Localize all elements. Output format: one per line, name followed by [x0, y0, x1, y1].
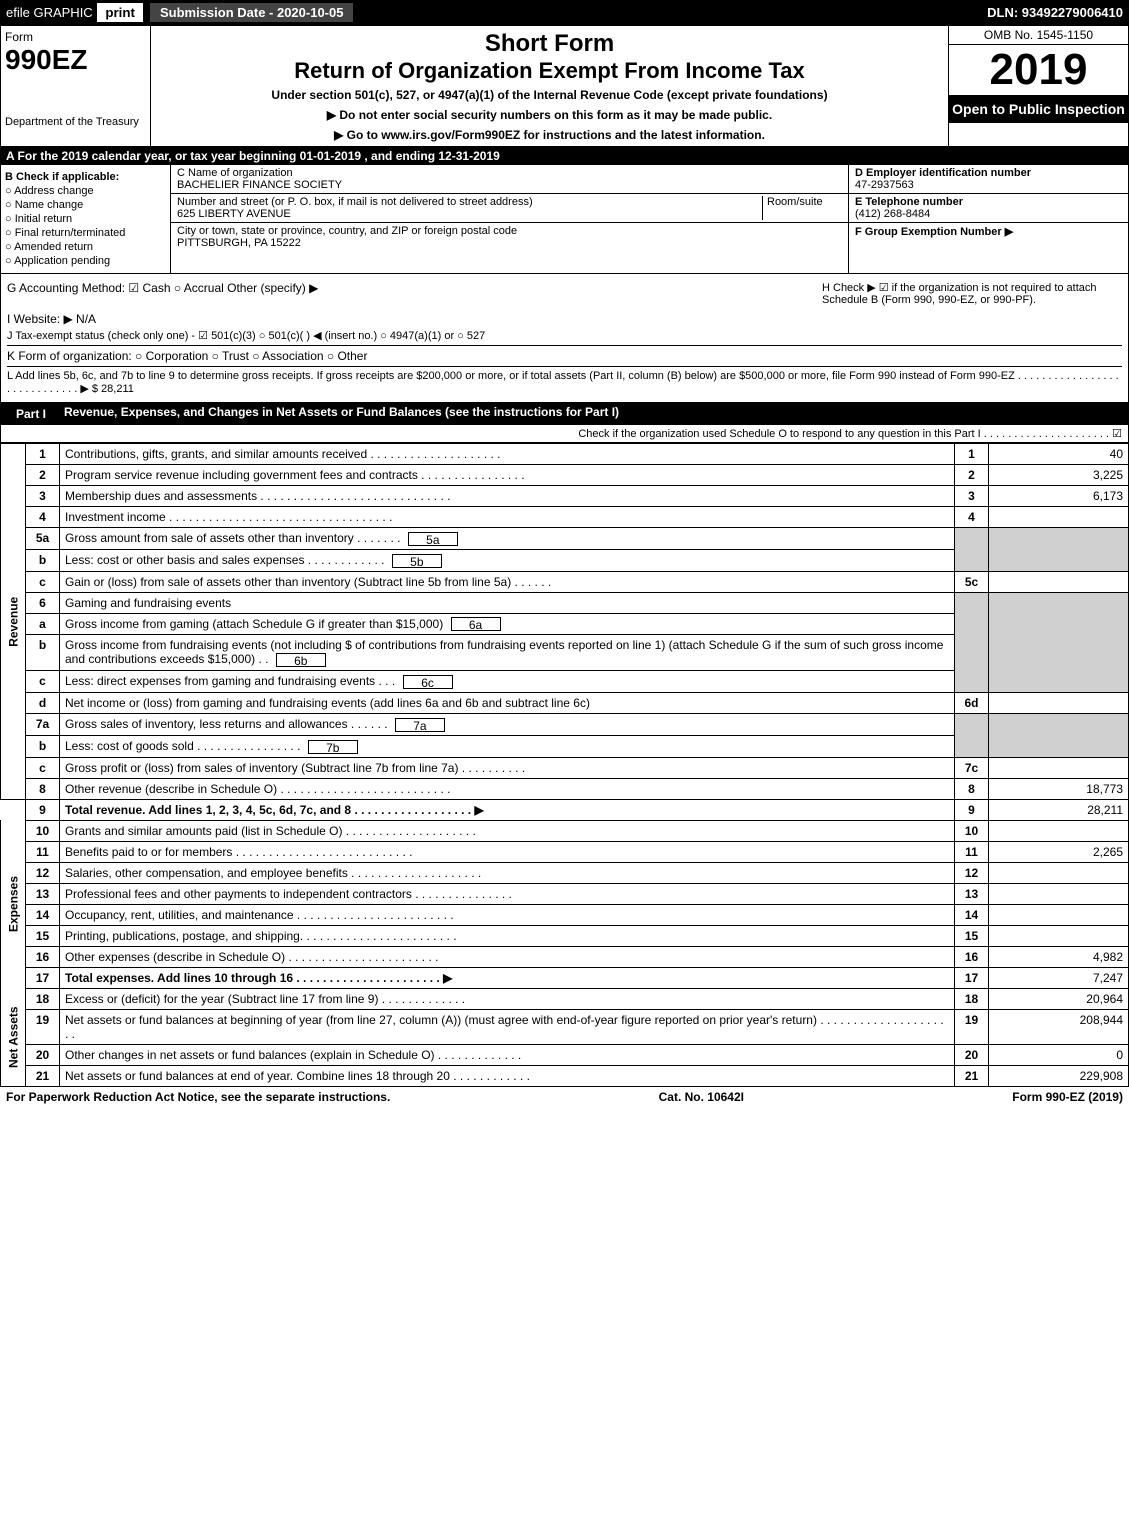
top-bar: efile GRAPHIC print Submission Date - 20…: [0, 0, 1129, 25]
e-label: E Telephone number: [855, 196, 1122, 208]
org-address: 625 LIBERTY AVENUE: [177, 208, 762, 220]
box-b-title: B Check if applicable:: [5, 171, 166, 183]
line-k: K Form of organization: ○ Corporation ○ …: [7, 349, 1122, 363]
chk-name[interactable]: Name change: [5, 199, 166, 211]
short-form-title: Short Form: [159, 30, 940, 58]
part1-label: Part I: [6, 405, 56, 423]
cat-no: Cat. No. 10642I: [659, 1090, 744, 1104]
form-number: 990EZ: [5, 44, 146, 76]
dln-label: DLN: 93492279006410: [987, 5, 1123, 20]
org-name: BACHELIER FINANCE SOCIETY: [177, 179, 842, 191]
tax-year: 2019: [949, 45, 1128, 95]
chk-final[interactable]: Final return/terminated: [5, 227, 166, 239]
f-label: F Group Exemption Number ▶: [855, 226, 1013, 238]
part1-header: Part I Revenue, Expenses, and Changes in…: [0, 403, 1129, 425]
open-to-public: Open to Public Inspection: [949, 95, 1128, 123]
form-header: Form 990EZ Department of the Treasury Sh…: [0, 25, 1129, 147]
ein-value: 47-2937563: [855, 179, 1122, 191]
line-j: J Tax-exempt status (check only one) - ☑…: [7, 329, 1122, 342]
header-right: OMB No. 1545-1150 2019 Open to Public In…: [948, 26, 1128, 146]
box-def: D Employer identification number 47-2937…: [848, 165, 1128, 273]
revenue-label: Revenue: [1, 444, 26, 800]
part1-check: Check if the organization used Schedule …: [0, 425, 1129, 443]
efile-label: efile GRAPHIC: [6, 5, 93, 20]
public-warning: ▶ Do not enter social security numbers o…: [159, 108, 940, 122]
netassets-label: Net Assets: [1, 988, 26, 1086]
sub-5b: 5b: [392, 554, 442, 568]
financial-table: Revenue 1Contributions, gifts, grants, a…: [0, 443, 1129, 1087]
form-word: Form: [5, 30, 146, 44]
dept-treasury: Department of the Treasury: [5, 116, 146, 128]
box-b: B Check if applicable: Address change Na…: [1, 165, 171, 273]
chk-address[interactable]: Address change: [5, 185, 166, 197]
header-left: Form 990EZ Department of the Treasury: [1, 26, 151, 146]
submission-date: Submission Date - 2020-10-05: [150, 3, 354, 22]
header-subtitle: Under section 501(c), 527, or 4947(a)(1)…: [159, 88, 940, 102]
line-i: I Website: ▶ N/A: [7, 312, 1122, 326]
chk-pending[interactable]: Application pending: [5, 255, 166, 267]
line-l: L Add lines 5b, 6c, and 7b to line 9 to …: [7, 370, 1122, 395]
line-g: G Accounting Method: ☑ Cash ○ Accrual Ot…: [7, 281, 822, 306]
sub-7a: 7a: [395, 718, 445, 732]
return-title: Return of Organization Exempt From Incom…: [159, 58, 940, 84]
phone-value: (412) 268-8484: [855, 208, 1122, 220]
part1-title: Revenue, Expenses, and Changes in Net As…: [64, 405, 619, 423]
org-city: PITTSBURGH, PA 15222: [177, 237, 842, 249]
info-block: B Check if applicable: Address change Na…: [0, 165, 1129, 274]
box-c: C Name of organization BACHELIER FINANCE…: [171, 165, 848, 273]
goto-link[interactable]: ▶ Go to www.irs.gov/Form990EZ for instru…: [159, 128, 940, 142]
city-label: City or town, state or province, country…: [177, 225, 842, 237]
line-a: A For the 2019 calendar year, or tax yea…: [0, 147, 1129, 165]
addr-label: Number and street (or P. O. box, if mail…: [177, 196, 762, 208]
omb-number: OMB No. 1545-1150: [949, 26, 1128, 45]
header-mid: Short Form Return of Organization Exempt…: [151, 26, 948, 146]
line-h: H Check ▶ ☑ if the organization is not r…: [822, 281, 1122, 306]
print-button[interactable]: print: [96, 2, 144, 23]
form-ref: Form 990-EZ (2019): [1012, 1090, 1123, 1104]
misc-lines: G Accounting Method: ☑ Cash ○ Accrual Ot…: [0, 274, 1129, 403]
chk-amended[interactable]: Amended return: [5, 241, 166, 253]
sub-6b: 6b: [276, 653, 326, 667]
page-footer: For Paperwork Reduction Act Notice, see …: [0, 1087, 1129, 1107]
expenses-label: Expenses: [1, 820, 26, 988]
d-label: D Employer identification number: [855, 167, 1122, 179]
pra-notice: For Paperwork Reduction Act Notice, see …: [6, 1090, 390, 1104]
sub-6c: 6c: [403, 675, 453, 689]
room-suite: Room/suite: [762, 196, 842, 220]
sub-6a: 6a: [451, 617, 501, 631]
c-label: C Name of organization: [177, 167, 842, 179]
sub-7b: 7b: [308, 740, 358, 754]
chk-initial[interactable]: Initial return: [5, 213, 166, 225]
sub-5a: 5a: [408, 532, 458, 546]
